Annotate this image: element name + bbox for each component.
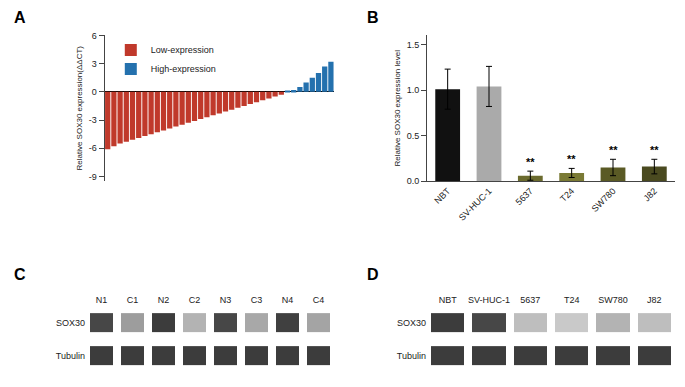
svg-text:0: 0 xyxy=(92,87,97,97)
svg-text:T24: T24 xyxy=(564,295,580,305)
svg-text:C2: C2 xyxy=(189,295,201,305)
svg-text:5637: 5637 xyxy=(520,295,540,305)
svg-text:Tubulin: Tubulin xyxy=(56,351,85,361)
svg-text:C4: C4 xyxy=(313,295,325,305)
svg-text:Relative SOX30 expression(ΔΔCT: Relative SOX30 expression(ΔΔCT) xyxy=(75,46,84,171)
svg-text:N3: N3 xyxy=(220,295,232,305)
svg-text:1.0: 1.0 xyxy=(407,85,420,95)
svg-text:High-expression: High-expression xyxy=(151,64,216,74)
svg-text:N4: N4 xyxy=(282,295,294,305)
svg-text:-9: -9 xyxy=(89,172,97,182)
svg-text:N2: N2 xyxy=(158,295,170,305)
svg-text:SV-HUC-1: SV-HUC-1 xyxy=(468,295,510,305)
svg-text:3: 3 xyxy=(92,59,97,69)
svg-text:Relative SOX30 expression leve: Relative SOX30 expression level xyxy=(393,50,402,167)
svg-text:SW780: SW780 xyxy=(590,186,618,214)
svg-text:SW780: SW780 xyxy=(598,295,628,305)
svg-text:N1: N1 xyxy=(96,295,108,305)
svg-text:**: ** xyxy=(650,144,659,156)
svg-text:SOX30: SOX30 xyxy=(56,318,85,328)
svg-text:**: ** xyxy=(609,144,618,156)
svg-text:D: D xyxy=(367,266,379,283)
svg-text:-3: -3 xyxy=(89,115,97,125)
svg-text:5637: 5637 xyxy=(514,186,535,207)
svg-text:J82: J82 xyxy=(642,186,659,203)
svg-text:NBT: NBT xyxy=(432,186,452,206)
svg-text:Low-expression: Low-expression xyxy=(151,45,214,55)
svg-text:T24: T24 xyxy=(558,186,576,204)
svg-text:B: B xyxy=(367,9,379,26)
svg-text:SV-HUC-1: SV-HUC-1 xyxy=(457,186,494,223)
svg-text:A: A xyxy=(14,9,26,26)
svg-text:SOX30: SOX30 xyxy=(397,318,426,328)
svg-text:6: 6 xyxy=(92,31,97,41)
svg-text:C: C xyxy=(14,266,26,283)
svg-text:0.0: 0.0 xyxy=(407,176,420,186)
svg-text:**: ** xyxy=(567,153,576,165)
svg-text:J82: J82 xyxy=(647,295,662,305)
svg-text:C3: C3 xyxy=(251,295,263,305)
svg-text:C1: C1 xyxy=(127,295,139,305)
svg-text:**: ** xyxy=(526,156,535,168)
svg-text:0.5: 0.5 xyxy=(407,131,420,141)
svg-text:-6: -6 xyxy=(89,143,97,153)
svg-text:Tubulin: Tubulin xyxy=(397,351,426,361)
svg-text:NBT: NBT xyxy=(439,295,458,305)
svg-text:1.5: 1.5 xyxy=(407,40,420,50)
